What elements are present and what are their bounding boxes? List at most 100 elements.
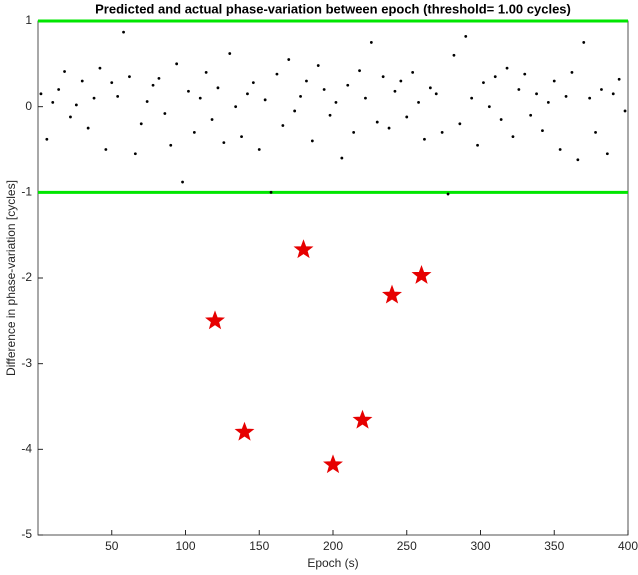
point	[198, 96, 202, 100]
x-tick-label: 250	[397, 539, 417, 553]
star-point	[323, 454, 343, 474]
y-tick-label: -5	[21, 527, 32, 541]
x-tick-label: 50	[105, 539, 119, 553]
point	[470, 96, 474, 100]
point	[216, 86, 220, 90]
point	[594, 130, 597, 134]
point	[576, 158, 580, 162]
point	[246, 92, 249, 96]
point	[145, 100, 149, 103]
point	[210, 118, 214, 121]
point	[505, 66, 509, 70]
point	[369, 41, 373, 44]
point	[588, 96, 592, 100]
point	[222, 141, 226, 145]
x-tick-label: 150	[249, 539, 269, 553]
point	[51, 100, 55, 104]
point	[511, 135, 515, 139]
point	[157, 76, 161, 80]
point	[417, 100, 420, 104]
x-tick-label: 300	[470, 539, 490, 553]
point	[281, 124, 285, 127]
point	[623, 109, 627, 113]
point	[458, 122, 462, 126]
point	[558, 148, 562, 151]
star-point	[352, 409, 373, 429]
point	[86, 126, 90, 130]
x-tick-label: 100	[175, 539, 195, 553]
point	[570, 71, 574, 74]
point	[80, 79, 84, 83]
point	[69, 115, 72, 119]
point	[110, 81, 114, 85]
point	[240, 135, 243, 139]
star-point	[234, 421, 255, 441]
point	[228, 52, 232, 55]
point	[600, 88, 603, 91]
point	[476, 143, 479, 147]
y-tick-label: -4	[21, 442, 32, 456]
point	[263, 98, 267, 102]
point	[251, 81, 255, 85]
point	[411, 71, 415, 74]
point	[316, 64, 320, 67]
point	[192, 130, 196, 134]
point	[122, 30, 125, 34]
point	[269, 190, 273, 194]
point	[364, 96, 367, 100]
x-tick-label: 400	[618, 539, 638, 553]
point	[493, 75, 497, 79]
point	[423, 137, 426, 141]
point	[45, 137, 49, 141]
point	[617, 77, 621, 81]
x-tick-label: 350	[544, 539, 564, 553]
point	[552, 79, 556, 83]
point	[133, 152, 137, 156]
point	[63, 70, 66, 73]
point	[187, 89, 190, 93]
point	[487, 105, 491, 109]
y-tick-label: 0	[25, 99, 32, 113]
point	[605, 152, 609, 156]
point	[57, 88, 61, 91]
star-point	[205, 310, 225, 330]
point	[234, 105, 238, 109]
point	[381, 75, 385, 79]
point	[541, 129, 544, 133]
point	[92, 96, 96, 100]
point	[169, 143, 173, 147]
point	[358, 69, 361, 73]
point	[204, 71, 208, 74]
point	[181, 180, 184, 184]
point	[452, 53, 456, 57]
x-tick-label: 200	[323, 539, 343, 553]
point	[98, 66, 102, 70]
point	[529, 113, 533, 117]
point	[275, 72, 279, 76]
point	[446, 192, 450, 196]
point	[499, 118, 503, 121]
point	[523, 72, 527, 76]
point	[611, 92, 615, 96]
point	[299, 94, 302, 98]
point	[322, 88, 326, 91]
point	[546, 100, 550, 104]
point	[287, 58, 291, 61]
point	[434, 92, 438, 96]
point	[151, 83, 155, 87]
plot-area	[37, 20, 629, 536]
y-axis-label: Difference in phase-variation [cycles]	[4, 180, 18, 376]
y-tick-label: 1	[25, 13, 32, 27]
star-point	[411, 264, 432, 284]
point	[104, 148, 108, 151]
point	[74, 103, 78, 107]
point	[116, 94, 120, 98]
point	[464, 35, 468, 38]
point	[405, 115, 409, 119]
point	[257, 148, 261, 151]
x-axis-label: Epoch (s)	[307, 556, 358, 570]
y-tick-label: -3	[21, 356, 32, 370]
point	[293, 109, 297, 113]
point	[328, 113, 332, 117]
